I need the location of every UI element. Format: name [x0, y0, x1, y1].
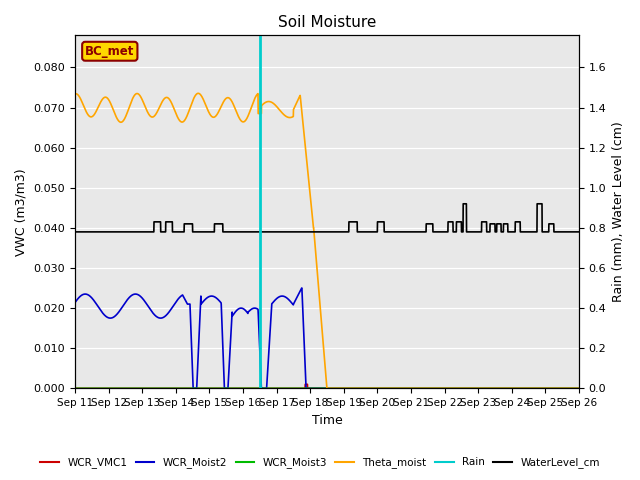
- X-axis label: Time: Time: [312, 414, 342, 427]
- Text: BC_met: BC_met: [85, 45, 134, 58]
- Title: Soil Moisture: Soil Moisture: [278, 15, 376, 30]
- Legend: WCR_VMC1, WCR_Moist2, WCR_Moist3, Theta_moist, Rain, WaterLevel_cm: WCR_VMC1, WCR_Moist2, WCR_Moist3, Theta_…: [36, 453, 604, 472]
- Y-axis label: VWC (m3/m3): VWC (m3/m3): [15, 168, 28, 256]
- Y-axis label: Rain (mm), Water Level (cm): Rain (mm), Water Level (cm): [612, 121, 625, 302]
